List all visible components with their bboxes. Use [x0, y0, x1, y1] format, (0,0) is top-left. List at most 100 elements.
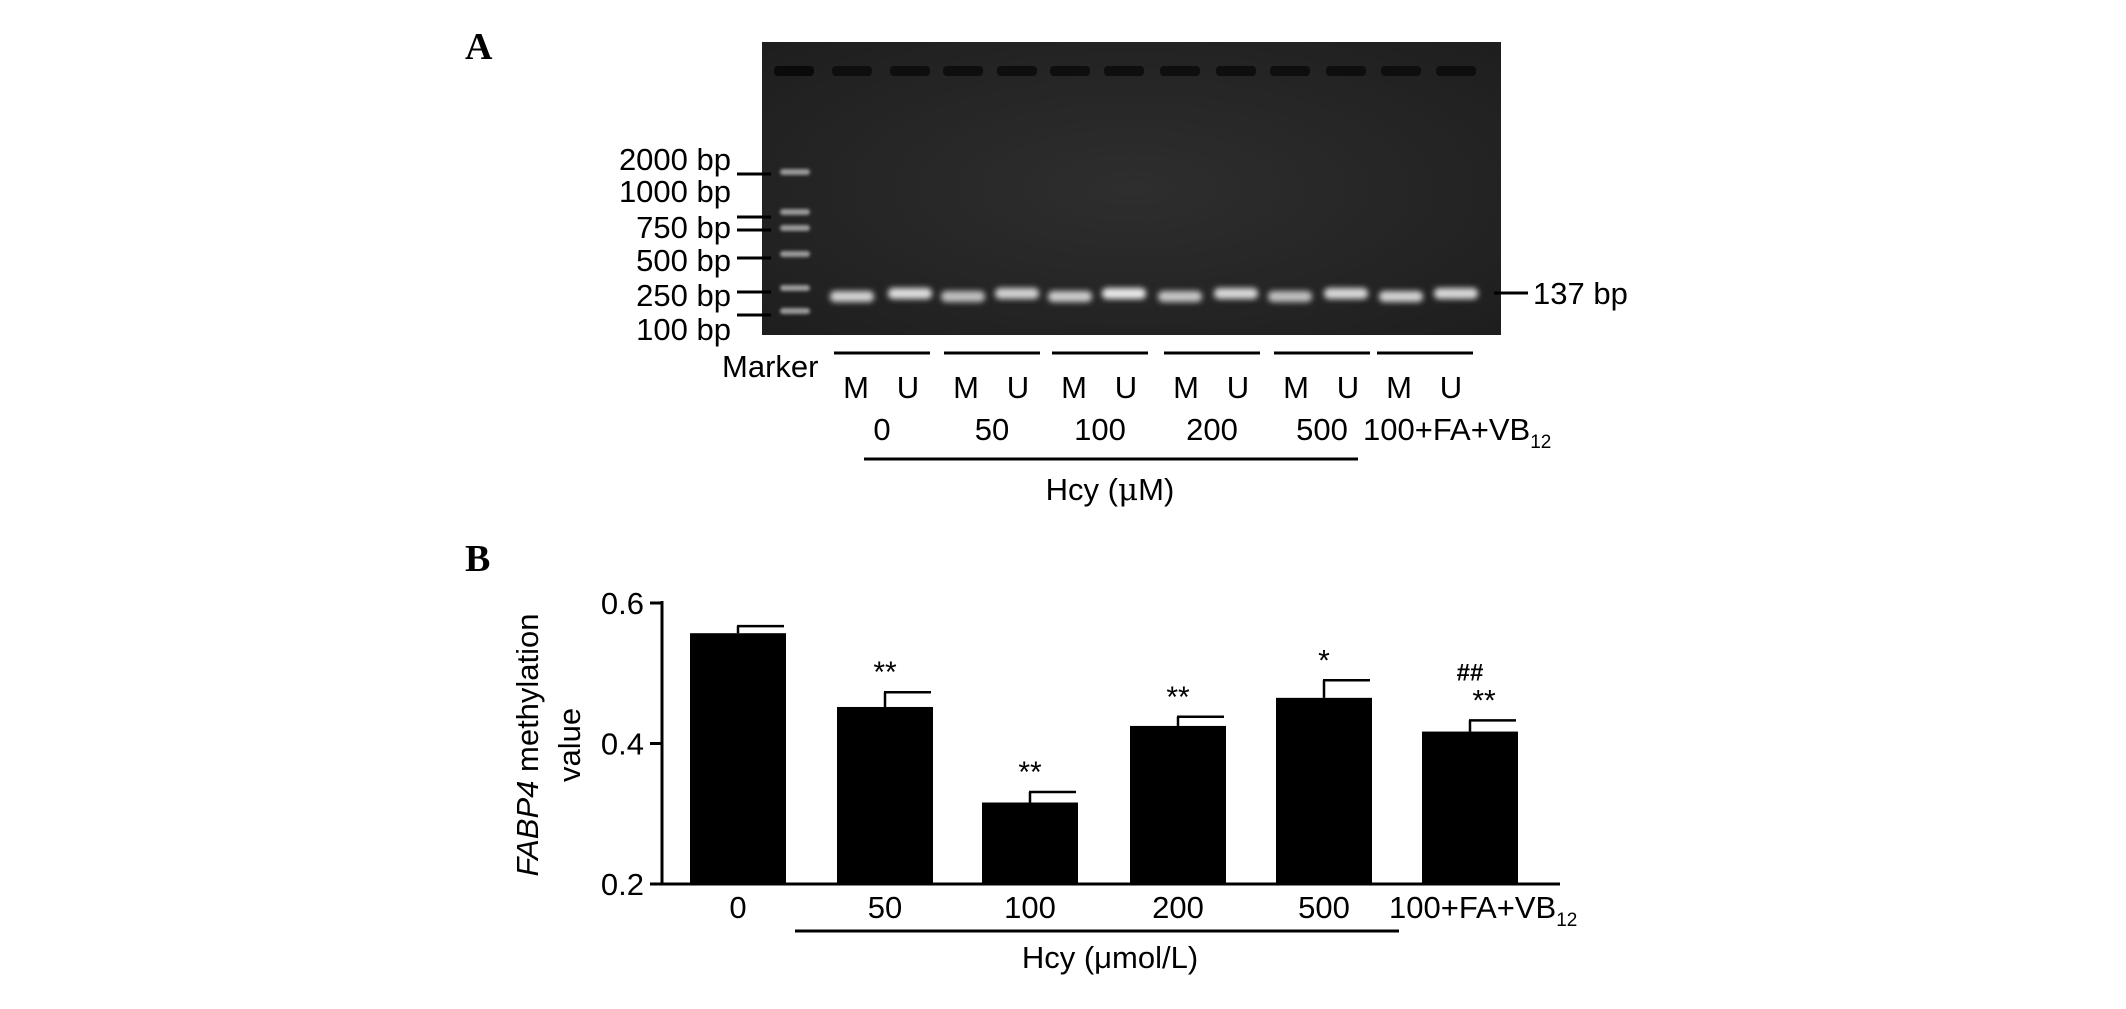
lane-mu-label: M	[1173, 370, 1199, 405]
gel-group-label-combo-subscript: 12	[1530, 432, 1551, 453]
marker-size-label: 2000 bp	[619, 142, 731, 177]
marker-band	[780, 209, 810, 215]
product-size-label: 137 bp	[1533, 276, 1628, 311]
gel-well	[1326, 66, 1366, 76]
lane-mu-label: M	[1386, 370, 1412, 405]
y-tick-label: 0.2	[601, 867, 644, 902]
lane-group-labels: 0 50 100 200 500 100+FA+VB12	[873, 412, 1551, 453]
marker-lane-label: Marker	[722, 349, 818, 384]
gel-panel: 2000 bp 1000 bp 750 bp 500 bp 250 bp 100…	[619, 42, 1628, 508]
lane-mu-label: U	[1337, 370, 1359, 405]
bar-chart: *********## 0.20.40.6 0 50 100 200 500 100+FA…	[510, 586, 1577, 975]
gel-product-band	[1214, 288, 1258, 299]
x-tick-label: 100	[1004, 890, 1056, 925]
bar-3	[1130, 725, 1226, 884]
gel-product-band	[888, 288, 932, 299]
gel-product-band	[1158, 291, 1202, 302]
y-axis-label: FABP4 methylation	[510, 613, 545, 876]
significance-marker-3: **	[1166, 681, 1190, 714]
panel-letter-b: B	[465, 538, 491, 580]
significance-hash-5: ##	[1457, 659, 1484, 686]
gel-xlabel: Hcy (μM)	[1046, 472, 1175, 508]
lane-mu-label: U	[1115, 370, 1137, 405]
gel-well	[1050, 66, 1090, 76]
gel-product-band	[1324, 288, 1368, 299]
panel-letter-a: A	[465, 26, 493, 68]
gel-well	[832, 66, 872, 76]
bar-series	[690, 633, 1518, 884]
significance-marker-5: **	[1472, 684, 1496, 717]
marker-band	[780, 285, 810, 291]
gel-well	[774, 66, 814, 76]
gel-product-band	[830, 291, 874, 302]
gel-group-label: 100	[1074, 412, 1126, 447]
lane-mu-label: U	[897, 370, 919, 405]
gel-well	[997, 66, 1037, 76]
gel-product-band	[1434, 288, 1478, 299]
gel-group-label-combo: 100+FA+VB12	[1363, 412, 1551, 453]
gel-group-label-combo-main: 100+FA+VB	[1363, 412, 1530, 447]
marker-size-label: 750 bp	[636, 210, 731, 245]
lane-mu-label: U	[1440, 370, 1462, 405]
gel-product-band	[1048, 291, 1092, 302]
lane-mu-label: M	[1283, 370, 1309, 405]
gel-product-band	[941, 291, 985, 302]
marker-size-ticks	[737, 172, 771, 317]
significance-marker-2: **	[1018, 756, 1042, 789]
marker-size-label: 1000 bp	[619, 174, 731, 209]
x-tick-label: 50	[868, 890, 902, 925]
gel-xlabel-suffix: M)	[1138, 472, 1174, 507]
significance-marker-1: **	[873, 656, 897, 689]
gel-group-label: 200	[1186, 412, 1238, 447]
marker-band	[780, 308, 810, 314]
gel-well	[943, 66, 983, 76]
y-axis-label-gene: FABP4	[510, 781, 545, 877]
gel-group-label: 0	[873, 412, 890, 447]
gel-well	[1381, 66, 1421, 76]
gel-product-band	[1379, 291, 1423, 302]
y-tick-labels: 0.2 0.4 0.6	[601, 586, 662, 902]
gel-image	[762, 42, 1501, 335]
lane-mu-label: M	[953, 370, 979, 405]
y-tick-label: 0.6	[601, 586, 644, 621]
marker-size-label: 500 bp	[636, 243, 731, 278]
gel-well	[1160, 66, 1200, 76]
gel-group-label: 500	[1296, 412, 1348, 447]
marker-band	[780, 251, 810, 257]
gel-xlabel-unit: μ	[1118, 472, 1138, 508]
gel-product-bands	[830, 288, 1478, 302]
x-tick-label: 0	[729, 890, 746, 925]
bar-0	[690, 633, 786, 884]
marker-band	[780, 225, 810, 231]
lane-mu-label: U	[1007, 370, 1029, 405]
x-tick-label-subscript: 12	[1556, 910, 1577, 931]
x-axis-label: Hcy (μmol/L)	[1022, 940, 1198, 975]
lane-mu-label: M	[843, 370, 869, 405]
gel-well	[1104, 66, 1144, 76]
gel-product-band	[1268, 291, 1312, 302]
marker-size-label: 250 bp	[636, 278, 731, 313]
significance-markers: *********##	[873, 644, 1496, 789]
gel-product-band	[995, 288, 1039, 299]
x-tick-labels: 0 50 100 200 500 100+FA+VB12	[729, 890, 1577, 931]
x-tick-label: 200	[1152, 890, 1204, 925]
gel-group-label: 50	[975, 412, 1009, 447]
bar-5	[1422, 731, 1518, 884]
bar-2	[982, 802, 1078, 884]
y-axis-label-rest: methylation	[510, 613, 545, 780]
lane-mu-label: M	[1061, 370, 1087, 405]
gel-product-band	[1102, 288, 1146, 299]
gel-well	[1436, 66, 1476, 76]
bar-1	[837, 706, 933, 884]
error-bars	[736, 624, 1516, 803]
y-axis-label-line2: value	[552, 708, 587, 782]
gel-xlabel-prefix: Hcy (	[1046, 472, 1119, 507]
gel-well	[1270, 66, 1310, 76]
marker-size-labels: 2000 bp 1000 bp 750 bp 500 bp 250 bp 100…	[619, 142, 731, 347]
x-tick-label: 100+FA+VB12	[1389, 890, 1577, 931]
gel-wells	[774, 66, 1476, 76]
marker-ladder	[780, 169, 810, 314]
marker-size-label: 100 bp	[636, 312, 731, 347]
